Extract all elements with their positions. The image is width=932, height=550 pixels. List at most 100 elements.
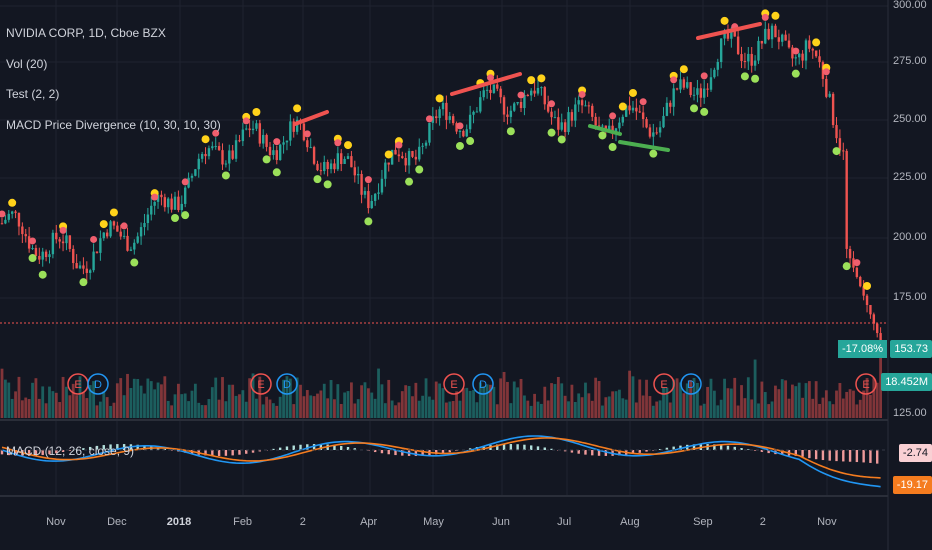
candle-body xyxy=(329,163,333,170)
volume-bar xyxy=(78,376,82,418)
volume-bar xyxy=(584,382,587,418)
volume-bar xyxy=(468,390,472,418)
volume-bar xyxy=(428,396,431,418)
macd-histogram-bar xyxy=(251,450,255,453)
macd-histogram-bar xyxy=(394,450,397,456)
candle-body xyxy=(126,235,129,251)
volume-bar xyxy=(343,392,347,418)
dividend-marker[interactable]: D xyxy=(472,373,494,395)
volume-bar xyxy=(163,376,167,418)
volume-bar xyxy=(807,381,811,418)
volume-bar xyxy=(271,403,275,418)
signal-line xyxy=(1,437,881,479)
earnings-marker[interactable]: E xyxy=(67,373,89,395)
candle-body xyxy=(356,174,360,176)
candle-body xyxy=(231,150,234,159)
time-tick-label: Jun xyxy=(492,516,510,528)
macd-histogram-bar xyxy=(665,447,669,450)
macd-histogram-bar xyxy=(245,450,248,454)
divergence-indicator-label[interactable]: MACD Price Divergence (10, 30, 10, 30) xyxy=(6,118,221,132)
test-indicator-label[interactable]: Test (2, 2) xyxy=(6,87,60,101)
candle-body xyxy=(353,167,356,176)
candle-body xyxy=(163,197,167,208)
candle-body xyxy=(570,112,574,121)
candle-body xyxy=(133,242,136,250)
volume-bar xyxy=(740,385,743,418)
candle-body xyxy=(492,84,496,93)
macd-histogram-bar xyxy=(842,450,845,462)
pink-signal-dot xyxy=(792,47,800,55)
candle-body xyxy=(662,115,665,128)
macd-histogram-bar xyxy=(441,450,445,454)
earnings-marker[interactable]: E xyxy=(443,373,465,395)
volume-bar xyxy=(366,388,370,418)
volume-bar xyxy=(763,392,767,418)
volume-bar xyxy=(797,382,801,418)
candle-body xyxy=(703,88,706,98)
candle-body xyxy=(377,192,380,194)
volume-indicator-label[interactable]: Vol (20) xyxy=(6,57,48,71)
volume-bar xyxy=(780,379,784,418)
volume-bar xyxy=(285,376,289,418)
candle-body xyxy=(21,226,24,235)
volume-bar xyxy=(197,402,201,418)
candlesticks xyxy=(0,21,882,347)
macd-histogram-bar xyxy=(306,444,309,450)
symbol-title[interactable]: NVIDIA CORP, 1D, Cboe BZX xyxy=(6,26,166,40)
candle-body xyxy=(448,116,451,120)
pink-signal-dot xyxy=(639,98,647,106)
bottom-signal-dot xyxy=(506,127,515,136)
candle-body xyxy=(723,32,726,39)
macd-histogram-bar xyxy=(536,446,540,450)
pink-signal-dot xyxy=(548,100,556,108)
volume-bar xyxy=(282,379,285,418)
earnings-marker[interactable]: E xyxy=(250,373,272,395)
volume-bar xyxy=(278,396,282,418)
volume-bar xyxy=(275,405,279,418)
volume-bar xyxy=(679,382,682,418)
macd-indicator-label[interactable]: MACD (12, 26, close, 9) xyxy=(6,444,135,458)
candle-body xyxy=(289,121,292,141)
earnings-marker[interactable]: E xyxy=(855,373,877,395)
macd-histogram-bar xyxy=(604,450,608,456)
candle-body xyxy=(323,161,326,171)
candle-body xyxy=(760,40,764,44)
top-signal-dot xyxy=(628,88,637,97)
volume-bar xyxy=(370,392,374,418)
divergence-line xyxy=(450,72,522,96)
volume-bar xyxy=(743,398,747,418)
volume-bar xyxy=(24,397,28,418)
pink-signal-dot xyxy=(364,176,372,184)
volume-bar xyxy=(231,384,235,418)
volume-bar xyxy=(20,400,24,418)
candle-body xyxy=(363,191,367,195)
dividend-marker[interactable]: D xyxy=(87,373,109,395)
volume-bar xyxy=(333,399,336,418)
dividend-marker[interactable]: D xyxy=(276,373,298,395)
volume-bar xyxy=(668,402,672,418)
dividend-marker[interactable]: D xyxy=(680,373,702,395)
macd-histogram-bar xyxy=(238,450,241,455)
last-price-tag: 153.73 xyxy=(890,340,932,358)
candle-body xyxy=(838,138,842,151)
time-tick-label: Apr xyxy=(360,516,378,528)
volume-bar xyxy=(814,381,818,418)
top-signal-dot xyxy=(618,102,627,111)
earnings-marker[interactable]: E xyxy=(653,373,675,395)
macd-histogram-bar xyxy=(550,448,553,450)
volume-bar xyxy=(495,404,499,418)
volume-bar xyxy=(75,395,79,418)
volume-bar xyxy=(261,404,265,418)
candle-body xyxy=(136,236,139,243)
macd-histogram-bar xyxy=(156,447,160,450)
svg-text:E: E xyxy=(660,379,667,391)
candle-body xyxy=(255,123,258,129)
signal-value-tag: -19.17 xyxy=(892,476,932,494)
candle-body xyxy=(814,50,818,57)
time-tick-label: May xyxy=(423,516,444,528)
volume-bar xyxy=(638,379,642,418)
svg-text:E: E xyxy=(450,379,457,391)
volume-bar xyxy=(658,400,662,418)
